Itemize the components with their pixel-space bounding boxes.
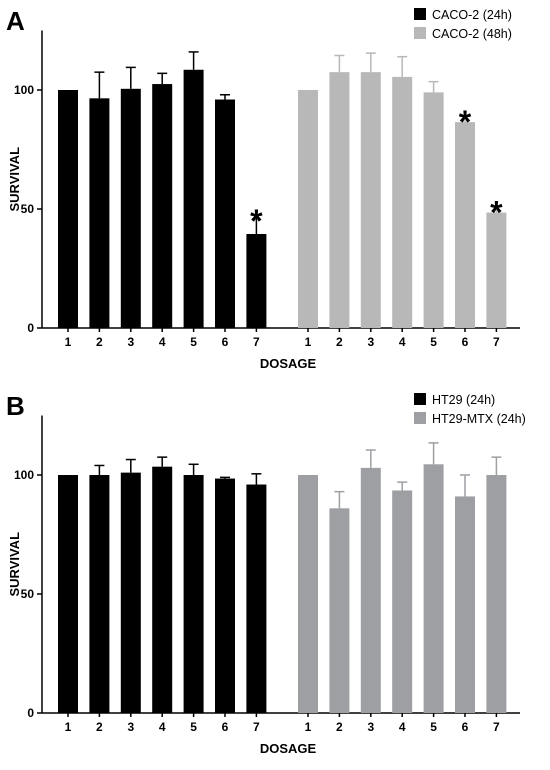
x-tick-label: 1 (305, 335, 312, 349)
x-tick-label: 2 (336, 720, 343, 734)
chart-panel-a: A 0 50 100 SURVIVAL 1 2 3 4 5 6 * 7 1 2 3 4 5 * 6 * 7 DOSAGE C… (6, 6, 520, 371)
bar (215, 478, 235, 713)
x-tick-label: 2 (336, 335, 343, 349)
bar (392, 490, 413, 713)
x-tick-label: 3 (367, 720, 374, 734)
x-tick-label: 6 (222, 335, 229, 349)
bar (246, 484, 267, 713)
x-tick-label: 7 (253, 720, 260, 734)
bar (152, 84, 173, 328)
bar (423, 464, 444, 713)
chart-panel-b: B 0 50 100 SURVIVAL 1 2 3 4 5 6 7 1 2 3 4 5 6 7 DOSAGE HT29… (0, 385, 550, 770)
x-tick-label: 3 (127, 335, 134, 349)
bar (183, 69, 204, 329)
y-tick-label: 0 (27, 321, 34, 335)
x-tick-label: 6 (462, 720, 469, 734)
y-axis-title: SURVIVAL (7, 147, 22, 212)
x-tick-label: 4 (159, 335, 166, 349)
bar (89, 475, 110, 713)
x-tick-label: 3 (367, 335, 374, 349)
bar (360, 72, 381, 329)
significance-star: * (250, 203, 263, 239)
bar (246, 233, 267, 328)
bar (392, 76, 413, 328)
x-axis-title: DOSAGE (260, 356, 317, 371)
x-tick-label: 5 (430, 335, 437, 349)
bar (455, 122, 475, 328)
panel-a-letter: A (6, 6, 25, 36)
y-tick-label: 50 (21, 587, 35, 601)
legend-label: HT29-MTX (24h) (432, 412, 526, 426)
x-tick-label: 1 (305, 720, 312, 734)
bar (120, 88, 141, 328)
bar (215, 99, 235, 329)
y-tick-label: 100 (14, 468, 34, 482)
x-tick-label: 7 (493, 720, 500, 734)
bar (486, 475, 507, 713)
bar (298, 90, 318, 328)
bar (58, 475, 78, 713)
bar (455, 496, 475, 713)
bar (329, 508, 350, 713)
x-tick-label: 7 (493, 335, 500, 349)
bar (120, 472, 141, 713)
legend-swatch (414, 8, 426, 20)
y-tick-label: 100 (14, 83, 34, 97)
y-tick-label: 0 (27, 706, 34, 720)
legend-label: CACO-2 (24h) (432, 8, 512, 22)
x-axis-title: DOSAGE (260, 741, 317, 756)
x-tick-label: 5 (190, 335, 197, 349)
x-tick-label: 1 (65, 720, 72, 734)
x-tick-label: 4 (159, 720, 166, 734)
x-tick-label: 5 (430, 720, 437, 734)
legend-label: CACO-2 (48h) (432, 27, 512, 41)
legend-label: HT29 (24h) (432, 393, 495, 407)
bar (58, 90, 78, 328)
x-tick-label: 6 (222, 720, 229, 734)
significance-star: * (490, 195, 503, 231)
x-tick-label: 4 (399, 720, 406, 734)
x-tick-label: 4 (399, 335, 406, 349)
bar (360, 467, 381, 713)
bar (183, 475, 204, 713)
y-axis-title: SURVIVAL (7, 532, 22, 597)
legend-swatch (414, 393, 426, 405)
significance-star: * (459, 104, 472, 140)
y-tick-label: 50 (21, 202, 35, 216)
panel-b-letter: B (6, 391, 25, 421)
bar (329, 72, 350, 329)
x-tick-label: 5 (190, 720, 197, 734)
x-tick-label: 3 (127, 720, 134, 734)
bar (423, 92, 444, 328)
bar (298, 475, 318, 713)
bar (89, 98, 110, 328)
x-tick-label: 6 (462, 335, 469, 349)
x-tick-label: 2 (96, 335, 103, 349)
x-tick-label: 1 (65, 335, 72, 349)
x-tick-label: 2 (96, 720, 103, 734)
legend-swatch (414, 27, 426, 39)
legend-swatch (414, 412, 426, 424)
bar (486, 212, 507, 328)
bar (152, 466, 173, 713)
x-tick-label: 7 (253, 335, 260, 349)
